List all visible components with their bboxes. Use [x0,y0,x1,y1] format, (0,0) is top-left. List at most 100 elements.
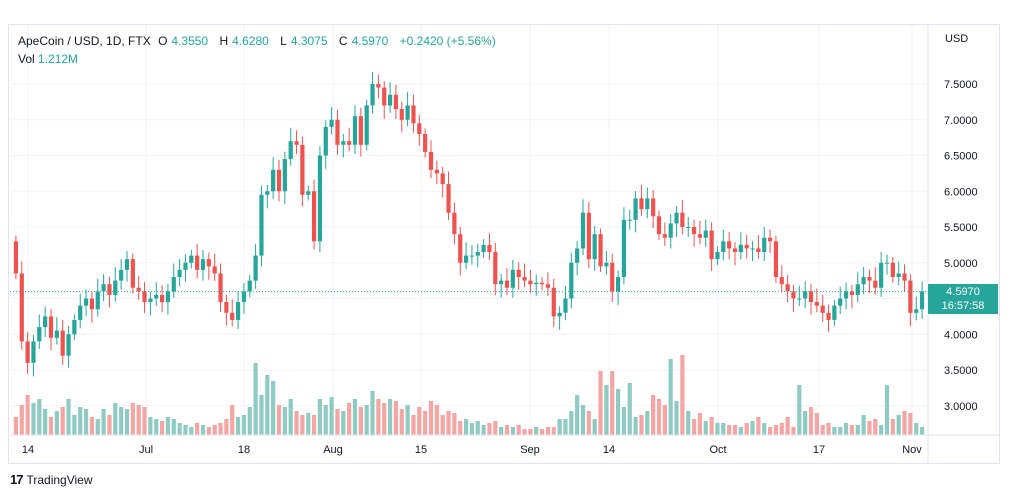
candle [405,92,410,127]
candle-body [908,280,913,313]
candle-body [83,298,89,306]
candle [78,293,83,329]
candle-body [738,244,743,253]
volume-bar [592,419,597,435]
volume-bar [610,371,615,435]
candle-body [563,298,568,313]
volume-bar [756,417,761,435]
candle-body [136,287,141,292]
candle-body [668,223,673,238]
candle-body [528,280,533,285]
volume-bar [487,423,492,435]
candle [107,276,112,308]
candle-body [803,291,808,299]
candle [504,268,510,296]
candle [165,283,171,315]
candle-body [300,144,305,195]
volume-bar [83,409,89,435]
candle-body [621,219,627,278]
candle [510,259,515,298]
volume-bar [463,419,469,435]
volume-bar [43,409,48,435]
last-price-value: 4.5970 [946,286,980,298]
candle [709,222,714,271]
candle-body [165,291,171,303]
candle-body [259,194,264,256]
brand-label: TradingView [26,472,93,487]
volume-bar [534,427,539,435]
volume-bar [919,427,925,435]
symbol-label[interactable]: ApeCoin / USD, 1D, FTX [18,34,151,48]
candle-body [376,84,381,88]
volume-bar [902,411,907,435]
volume-bar [621,407,627,435]
volume-bar [469,423,475,435]
time-tick-label: 15 [415,444,427,456]
volume-bar [154,419,159,435]
candle [610,253,615,303]
volume-bar [744,423,749,435]
volume-bar [803,411,808,435]
tradingview-footer[interactable]: 17 TradingView [10,472,93,487]
candle-body [709,230,714,260]
candle-body [294,141,299,145]
candle [113,267,118,302]
candle-body [580,212,586,249]
candle-body [148,298,153,303]
candle [826,304,831,332]
volume-bar [539,429,545,435]
candle [411,94,416,133]
candle [908,274,913,327]
candle-body [779,277,784,285]
candle [697,220,703,245]
candle-body [545,284,551,288]
volume-bar [879,425,884,435]
volume-bar [633,417,638,435]
candle-body [119,269,124,281]
volume-bar [434,405,439,435]
candle-body [311,191,317,242]
candle [300,136,305,207]
candle [890,257,895,283]
candle [879,251,884,297]
candle [481,239,486,258]
candle [200,250,206,281]
candle-body [60,330,65,356]
volume-bar [697,413,703,435]
volume-bar [814,413,819,435]
candle-body [797,298,802,300]
volume-bar [914,423,919,435]
candle [861,267,866,295]
volume-bar [142,407,147,435]
candle-body [113,280,118,295]
candle-body [656,216,662,235]
volume-bar [159,421,165,435]
candle-body [510,269,515,288]
volume-bar [66,399,71,435]
candle [183,254,188,282]
candle-body [849,291,855,295]
tradingview-logo-icon: 17 [10,472,24,487]
low-label: L [280,34,287,48]
candle-body [417,123,422,135]
candle [797,285,802,306]
currency-label[interactable]: USD [945,33,969,45]
price-tick-label: 6.0000 [944,186,978,198]
candle [732,241,738,266]
candle-body [890,262,895,278]
volume-bar [311,415,317,435]
volume-bar [820,425,825,435]
candle [358,107,363,157]
candle-body [639,198,644,210]
candle [364,99,369,151]
candle [124,250,130,282]
candle-body [832,305,837,320]
candle-body [534,282,539,285]
candle-body [393,94,399,110]
candle-body [200,259,206,270]
volume-bar [13,417,19,435]
candle [95,278,100,317]
volume-bar [493,421,498,435]
volume-bar [253,363,258,435]
